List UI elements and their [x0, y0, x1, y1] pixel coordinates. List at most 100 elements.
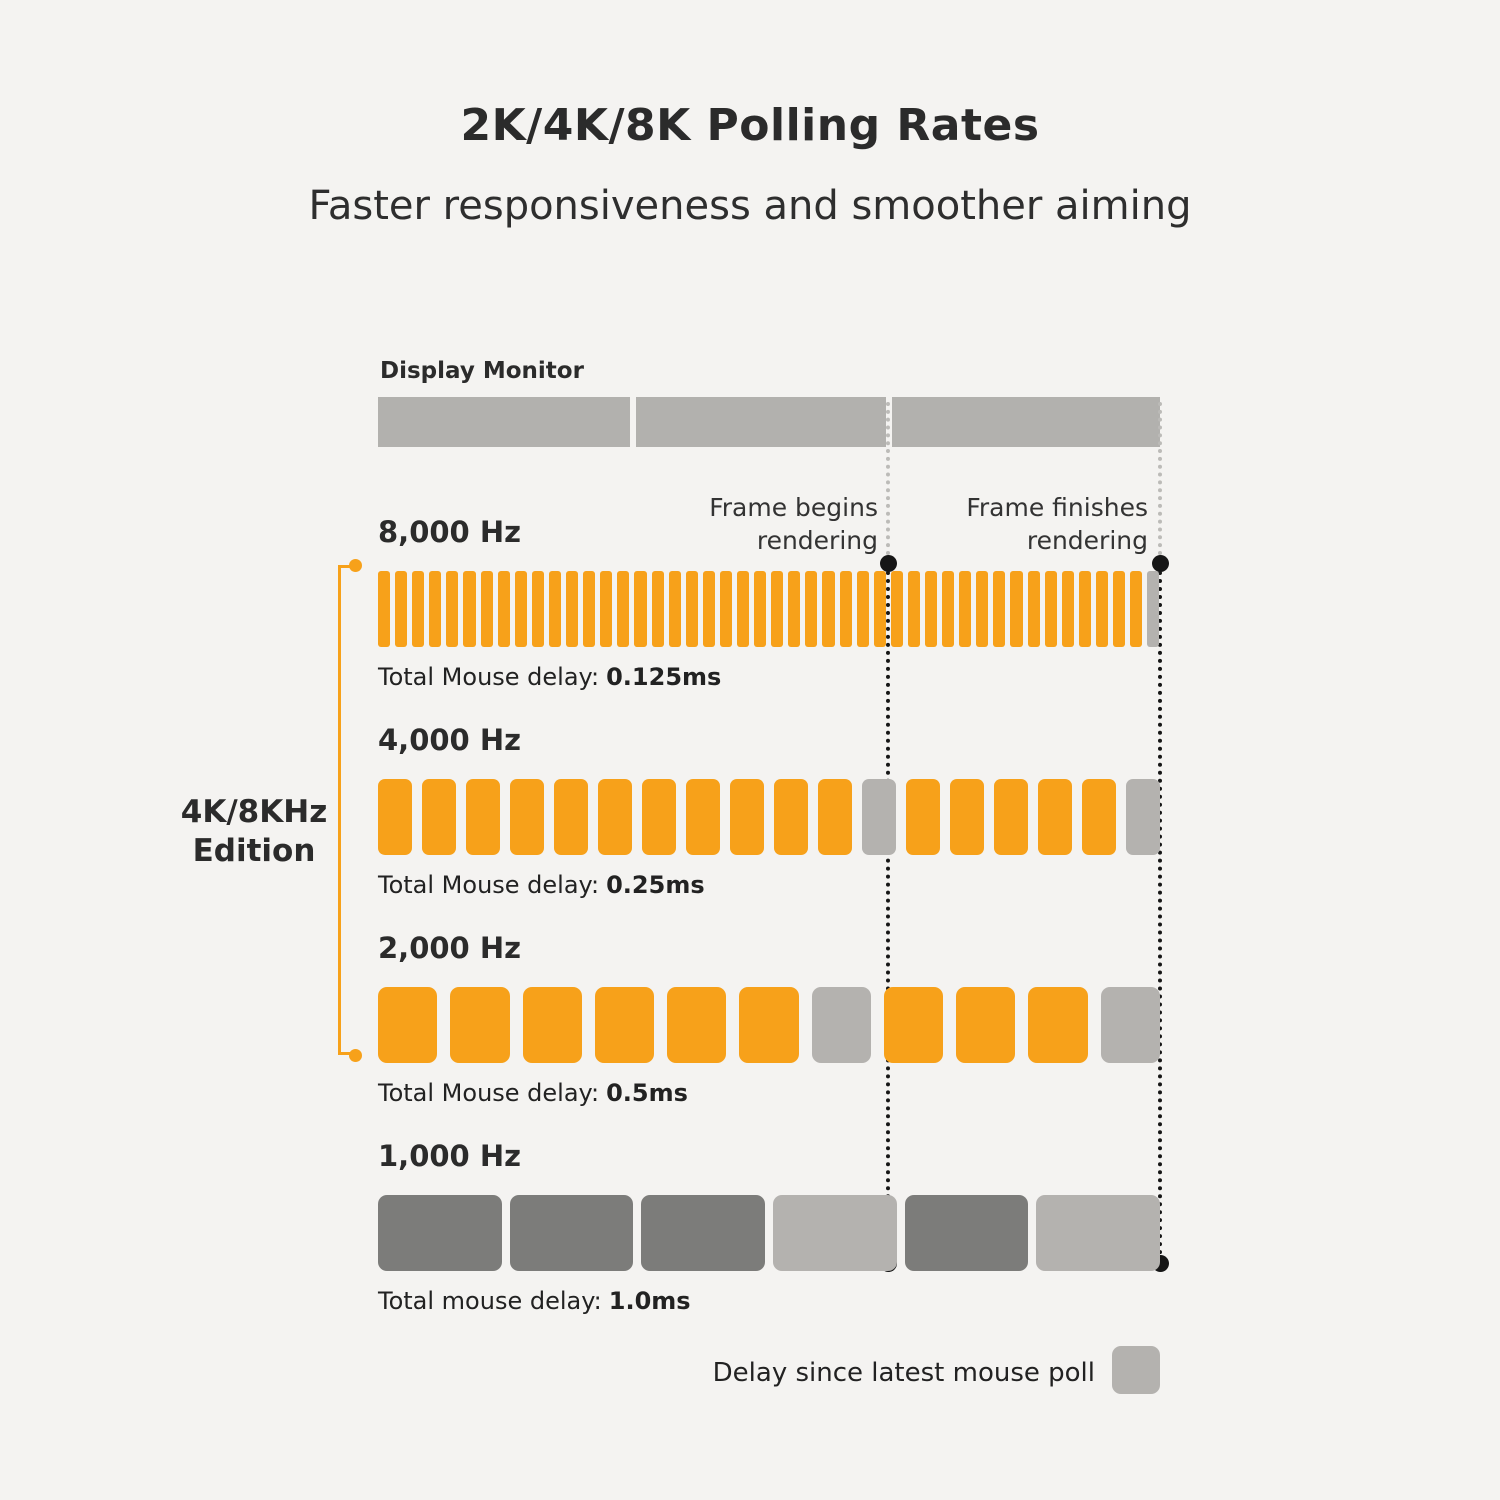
poll-interval-bar — [956, 987, 1016, 1063]
poll-interval-bar — [429, 571, 442, 647]
poll-interval-bar — [862, 779, 896, 855]
poll-interval-bar — [378, 987, 438, 1063]
poll-interval-bar — [1036, 1195, 1160, 1271]
edition-label: 4K/8KHz Edition — [148, 793, 360, 871]
edition-bracket — [338, 565, 355, 1055]
frame-begins-label: Frame begins rendering — [709, 493, 878, 555]
polling-rate-label: 1,000 Hz — [378, 1139, 521, 1173]
poll-interval-bar — [583, 571, 596, 647]
poll-interval-bar — [976, 571, 989, 647]
poll-interval-bar — [617, 571, 630, 647]
poll-bar-strip — [378, 1195, 1160, 1271]
poll-interval-bar — [774, 779, 808, 855]
poll-interval-bar — [510, 779, 544, 855]
frame-begins-guide — [886, 563, 890, 1263]
frame-finishes-guide-gray — [1158, 402, 1162, 563]
poll-interval-bar — [378, 779, 412, 855]
frame-begins-top-dot — [880, 555, 897, 572]
poll-interval-bar — [950, 779, 984, 855]
poll-interval-bar — [668, 571, 681, 647]
polling-row-8000hz: 8,000 Hz Total Mouse delay: 0.125ms — [378, 515, 1160, 691]
poll-interval-bar — [1095, 571, 1109, 647]
poll-bar-strip — [378, 987, 1160, 1063]
poll-interval-bar — [450, 987, 510, 1063]
edition-label-line2: Edition — [192, 832, 316, 869]
poll-interval-bar — [554, 779, 588, 855]
poll-interval-bar — [412, 571, 425, 647]
poll-interval-bar — [598, 779, 632, 855]
poll-interval-bar — [1038, 779, 1072, 855]
poll-interval-bar — [642, 779, 676, 855]
poll-interval-bar — [548, 571, 562, 647]
poll-interval-bar — [395, 571, 408, 647]
poll-interval-bar — [1028, 987, 1088, 1063]
poll-interval-bar — [1061, 571, 1074, 647]
poll-interval-bar — [566, 571, 579, 647]
poll-interval-bar — [959, 571, 972, 647]
display-monitor-label: Display Monitor — [380, 358, 584, 384]
poll-interval-bar — [1147, 571, 1160, 647]
poll-interval-bar — [906, 779, 940, 855]
delay-text: Total mouse delay: 1.0ms — [378, 1287, 1160, 1315]
frame-finishes-label: Frame finishes rendering — [966, 493, 1148, 555]
poll-interval-bar — [1044, 571, 1057, 647]
poll-interval-bar — [600, 571, 613, 647]
poll-interval-bar — [522, 987, 582, 1063]
poll-interval-bar — [1130, 571, 1143, 647]
poll-interval-bar — [873, 571, 886, 647]
page-subtitle: Faster responsiveness and smoother aimin… — [308, 183, 1192, 229]
polling-rate-label: 4,000 Hz — [378, 723, 521, 757]
delay-value: 0.125ms — [606, 663, 722, 691]
poll-interval-bar — [883, 987, 944, 1063]
poll-interval-bar — [942, 571, 955, 647]
poll-interval-bar — [719, 571, 732, 647]
poll-interval-bar — [641, 1195, 765, 1271]
poll-interval-bar — [839, 571, 852, 647]
frame-begins-guide-gray — [886, 402, 890, 563]
poll-interval-bar — [634, 571, 647, 647]
delay-value: 0.25ms — [606, 871, 705, 899]
poll-interval-bar — [772, 1195, 897, 1271]
poll-interval-bar — [1027, 571, 1040, 647]
poll-interval-bar — [771, 571, 784, 647]
poll-interval-bar — [531, 571, 544, 647]
poll-interval-bar — [822, 571, 835, 647]
delay-text: Total Mouse delay: 0.5ms — [378, 1079, 1160, 1107]
monitor-frame-segment — [636, 397, 886, 447]
poll-interval-bar — [466, 779, 500, 855]
delay-text: Total Mouse delay: 0.125ms — [378, 663, 1160, 691]
monitor-frame-segment — [892, 397, 1160, 447]
poll-interval-bar — [463, 571, 476, 647]
poll-interval-bar — [739, 987, 799, 1063]
poll-interval-bar — [509, 1195, 634, 1271]
poll-interval-bar — [667, 987, 727, 1063]
frame-finishes-top-dot — [1152, 555, 1169, 572]
poll-interval-bar — [811, 987, 871, 1063]
polling-rate-label: 2,000 Hz — [378, 931, 521, 965]
poll-interval-bar — [730, 779, 764, 855]
monitor-bar — [378, 397, 1160, 447]
monitor-frame-segment — [378, 397, 630, 447]
poll-interval-bar — [788, 571, 801, 647]
poll-interval-bar — [993, 571, 1006, 647]
edition-bracket-bottom-dot — [349, 1049, 362, 1062]
poll-interval-bar — [446, 571, 459, 647]
legend-delay-swatch — [1112, 1346, 1160, 1394]
poll-interval-bar — [422, 779, 456, 855]
polling-row-1000hz: 1,000 Hz Total mouse delay: 1.0ms — [378, 1139, 1160, 1315]
poll-interval-bar — [754, 571, 767, 647]
frame-finishes-guide — [1158, 563, 1162, 1263]
delay-prefix: Total mouse delay: — [378, 1287, 602, 1315]
edition-label-line1: 4K/8KHz — [180, 794, 328, 830]
poll-interval-bar — [907, 571, 920, 647]
poll-interval-bar — [480, 571, 493, 647]
poll-interval-bar — [651, 571, 664, 647]
delay-prefix: Total Mouse delay: — [378, 871, 600, 899]
poll-interval-bar — [1010, 571, 1023, 647]
poll-interval-bar — [1113, 571, 1126, 647]
poll-bar-strip — [378, 571, 1160, 647]
polling-rate-label: 8,000 Hz — [378, 515, 521, 549]
polling-row-2000hz: 2,000 Hz Total Mouse delay: 0.5ms — [378, 931, 1160, 1107]
poll-interval-bar — [378, 1195, 502, 1271]
